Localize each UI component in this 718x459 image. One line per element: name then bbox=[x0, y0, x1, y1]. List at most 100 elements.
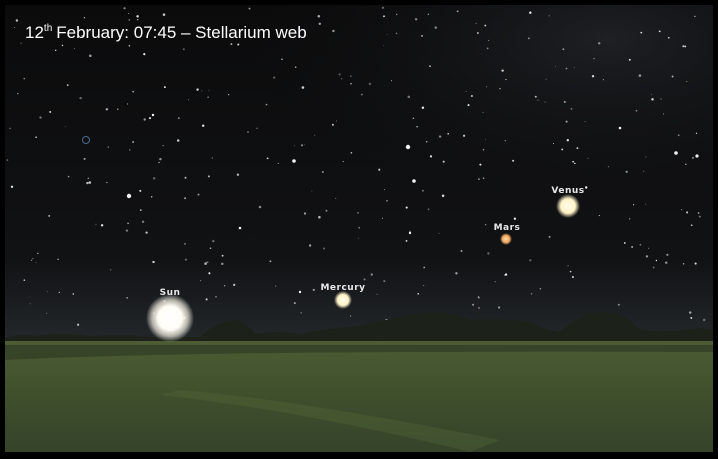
star bbox=[89, 55, 92, 58]
star bbox=[142, 221, 144, 223]
star bbox=[47, 291, 48, 292]
star bbox=[574, 163, 576, 165]
star bbox=[681, 209, 682, 210]
star bbox=[127, 222, 129, 224]
star bbox=[9, 128, 11, 130]
star bbox=[659, 30, 661, 32]
star bbox=[228, 94, 229, 95]
star bbox=[651, 98, 653, 100]
star bbox=[699, 216, 701, 218]
star bbox=[48, 215, 50, 217]
star bbox=[546, 79, 547, 80]
star bbox=[137, 19, 138, 20]
star bbox=[703, 319, 705, 321]
star bbox=[599, 215, 600, 216]
star bbox=[678, 134, 680, 136]
star bbox=[665, 261, 667, 263]
star bbox=[198, 194, 200, 196]
star bbox=[237, 43, 239, 45]
star bbox=[208, 272, 210, 274]
star bbox=[422, 106, 424, 108]
star bbox=[396, 33, 398, 35]
sky-glow bbox=[5, 5, 713, 345]
mercury bbox=[334, 291, 352, 309]
star bbox=[412, 179, 416, 183]
star bbox=[313, 289, 315, 291]
star bbox=[267, 157, 269, 159]
star bbox=[498, 306, 500, 308]
star bbox=[423, 267, 425, 269]
star bbox=[237, 174, 239, 176]
star bbox=[129, 149, 130, 150]
star bbox=[127, 104, 128, 105]
star bbox=[653, 267, 655, 269]
star bbox=[136, 15, 138, 17]
star bbox=[224, 285, 225, 286]
star bbox=[140, 209, 142, 211]
star bbox=[387, 34, 388, 35]
star bbox=[685, 163, 687, 165]
star bbox=[208, 90, 209, 91]
object-label: Mars bbox=[494, 223, 521, 233]
star bbox=[361, 94, 363, 96]
star bbox=[163, 145, 164, 146]
star bbox=[201, 90, 202, 91]
star bbox=[14, 27, 15, 28]
star bbox=[567, 139, 569, 141]
star bbox=[299, 291, 301, 293]
star bbox=[106, 182, 107, 183]
star bbox=[529, 259, 531, 261]
star bbox=[495, 281, 496, 282]
star bbox=[206, 298, 208, 300]
star bbox=[126, 229, 128, 231]
star bbox=[505, 79, 506, 80]
star bbox=[608, 166, 609, 167]
star bbox=[128, 19, 130, 21]
star bbox=[318, 216, 321, 219]
star bbox=[32, 258, 33, 259]
star bbox=[7, 159, 9, 161]
star bbox=[421, 35, 423, 37]
star bbox=[383, 45, 384, 46]
star bbox=[139, 190, 141, 192]
star bbox=[683, 263, 685, 265]
star bbox=[21, 43, 22, 44]
star bbox=[684, 45, 686, 47]
star bbox=[484, 25, 486, 27]
star bbox=[292, 159, 296, 163]
star bbox=[275, 286, 276, 287]
object-label: Mercury bbox=[320, 283, 365, 293]
ground bbox=[5, 341, 713, 452]
star bbox=[428, 14, 429, 15]
star bbox=[406, 240, 408, 242]
star bbox=[31, 260, 32, 261]
star bbox=[636, 110, 638, 112]
star bbox=[485, 139, 486, 140]
star bbox=[357, 212, 359, 214]
star bbox=[318, 15, 321, 18]
star bbox=[16, 19, 18, 21]
star bbox=[528, 37, 530, 39]
star bbox=[682, 45, 684, 47]
star bbox=[603, 79, 604, 80]
star bbox=[487, 252, 489, 254]
star bbox=[259, 206, 262, 209]
star bbox=[323, 247, 325, 249]
star bbox=[62, 45, 64, 47]
star bbox=[696, 133, 697, 134]
star bbox=[476, 23, 477, 24]
star bbox=[691, 224, 693, 226]
star bbox=[273, 77, 275, 79]
star bbox=[96, 224, 97, 225]
star bbox=[266, 104, 268, 106]
star bbox=[88, 178, 90, 180]
star bbox=[270, 260, 272, 262]
star bbox=[471, 95, 473, 97]
star bbox=[672, 76, 674, 78]
star bbox=[624, 242, 626, 244]
venus bbox=[556, 194, 580, 218]
star bbox=[631, 246, 633, 248]
star bbox=[643, 171, 644, 172]
star bbox=[455, 272, 457, 274]
star bbox=[301, 144, 303, 146]
